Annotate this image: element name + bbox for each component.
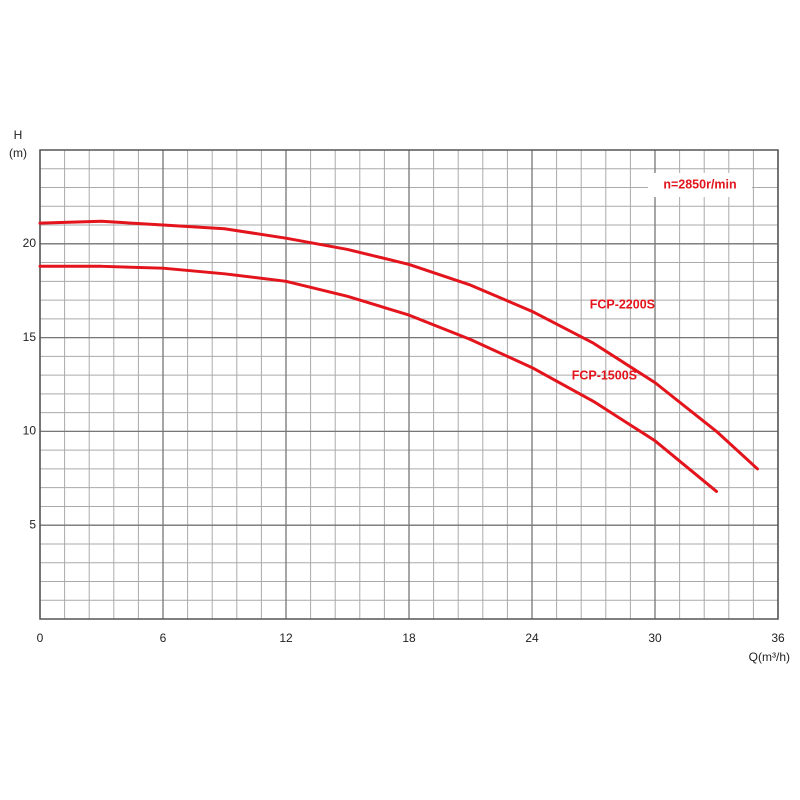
- y-tick-label: 10: [23, 424, 37, 438]
- x-tick-label: 24: [525, 631, 539, 645]
- x-tick-label: 0: [37, 631, 44, 645]
- x-tick-label: 6: [160, 631, 167, 645]
- annotation: n=2850r/min: [663, 177, 736, 191]
- plot-frame: [39, 149, 779, 620]
- x-axis-label: Q(m³/h): [749, 650, 790, 664]
- curve: [38, 264, 718, 493]
- x-tick-label: 36: [771, 631, 785, 645]
- y-tick-label: 20: [23, 236, 37, 250]
- curve: [38, 219, 759, 471]
- y-tick-label: 15: [23, 330, 37, 344]
- x-tick-label: 12: [279, 631, 293, 645]
- annotation-box: [648, 173, 752, 197]
- x-tick-label: 18: [402, 631, 416, 645]
- x-tick-label: 30: [648, 631, 662, 645]
- y-tick-label: 5: [29, 517, 36, 531]
- series-label: FCP-1500S: [572, 368, 637, 382]
- y-axis-label: H: [14, 128, 23, 142]
- y-axis-unit: (m): [9, 146, 27, 160]
- series-label: FCP-2200S: [590, 297, 655, 311]
